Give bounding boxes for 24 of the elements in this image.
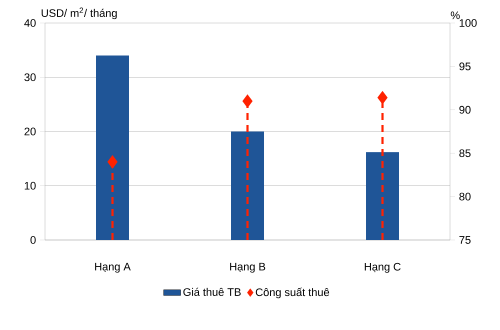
point [378,92,388,104]
y2-tick-label: 80 [459,192,471,200]
bar [231,132,264,240]
x-tick-label: Hạng A [95,262,131,273]
y-tick-label: 0 [30,236,36,244]
y2-tick-label: 90 [459,106,471,114]
y2-tick-label: 100 [460,19,477,27]
y-tick-label: 30 [24,73,36,82]
y-tick-label: 10 [24,182,36,190]
legend-label: Giá thuê TB [183,288,241,296]
bar [96,56,129,240]
point [242,95,252,108]
y2-tick-label: 85 [459,149,471,158]
x-tick-label: Hạng B [230,262,266,273]
y2-tick-label: 75 [459,236,471,244]
legend-label: Công suất thuê [256,288,330,298]
bar [366,152,400,240]
y-axis-title: USD/ m$^{2}$/ tháng [42,8,117,20]
y-tick-label: 20 [24,128,36,136]
y-tick-label: 40 [24,19,36,27]
y2-axis-title: % [450,11,460,20]
y2-tick-label: 95 [459,62,471,70]
point [108,156,118,168]
x-tick-label: Hạng C [364,262,401,273]
